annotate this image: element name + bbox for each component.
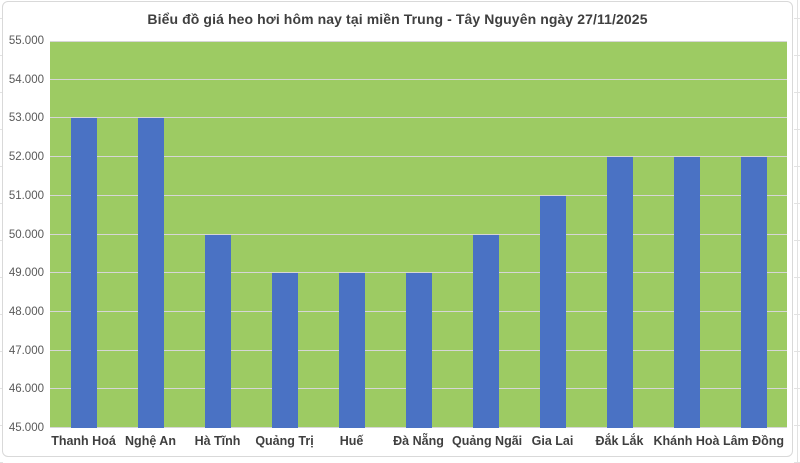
x-axis-label: Nghệ An	[125, 434, 176, 448]
bar-4	[271, 273, 298, 428]
sheet-row-line	[0, 314, 3, 315]
x-axis-label: Khánh Hoà	[653, 434, 720, 448]
y-axis-label: 46.000	[8, 383, 44, 396]
sheet-column-gridline	[797, 0, 798, 463]
sheet-row-line	[0, 55, 3, 56]
x-axis-label: Thanh Hoá	[51, 434, 116, 448]
sheet-row-line	[794, 240, 800, 241]
bar-6	[405, 273, 432, 428]
x-axis-label: Đắk Lắk	[595, 434, 644, 448]
y-axis-label: 49.000	[8, 267, 44, 280]
x-axis-label: Hà Tĩnh	[194, 434, 241, 448]
gridline	[50, 156, 787, 158]
sheet-row-line	[0, 425, 3, 426]
sheet-row-line	[794, 129, 800, 130]
y-axis-label: 51.000	[8, 189, 44, 202]
y-axis-label: 45.000	[8, 422, 44, 434]
sheet-row-line	[0, 129, 3, 130]
sheet-row-line	[794, 351, 800, 352]
sheet-row-line	[794, 92, 800, 93]
x-axis-label: Lâm Đồng	[722, 434, 785, 448]
y-axis-label: 48.000	[8, 305, 44, 318]
bar-11	[740, 157, 767, 428]
sheet-row-line	[0, 240, 3, 241]
x-axis: Thanh Hoá Nghệ An Hà Tĩnh Quảng Trị Huế Đà Nẵ…	[50, 434, 787, 454]
sheet-row-line	[0, 277, 3, 278]
y-axis-label: 53.000	[8, 112, 44, 125]
sheet-row-line	[794, 388, 800, 389]
bar-3	[204, 234, 231, 428]
y-axis-label: 47.000	[8, 344, 44, 357]
sheet-row-line	[794, 314, 800, 315]
plot-area	[50, 41, 787, 428]
sheet-row-line	[0, 351, 3, 352]
x-axis-label: Huế	[339, 434, 364, 448]
x-axis-label: Gia Lai	[531, 434, 574, 448]
y-axis: 45.000 46.000 47.000 48.000 49.000 50.000 51.0…	[0, 35, 44, 434]
sheet-row-line	[794, 18, 800, 19]
gridline	[50, 117, 787, 119]
x-axis-label: Đà Nẵng	[393, 434, 444, 448]
sheet-row-line	[794, 166, 800, 167]
sheet-row-line	[0, 388, 3, 389]
sheet-row-line	[0, 18, 3, 19]
bar-9	[606, 157, 633, 428]
bar-1	[70, 118, 97, 428]
y-axis-label: 54.000	[8, 73, 44, 86]
y-axis-label: 52.000	[8, 151, 44, 164]
sheet-row-line	[0, 166, 3, 167]
bar-2	[137, 118, 164, 428]
gridline	[50, 272, 787, 274]
bar-10	[673, 157, 700, 428]
y-axis-label: 55.000	[8, 35, 44, 47]
gridline	[50, 41, 787, 42]
gridline	[50, 194, 787, 196]
sheet-row-line	[794, 277, 800, 278]
chart-title: Biểu đồ giá heo hơi hôm nay tại miền Tru…	[147, 11, 648, 27]
bar-8	[539, 195, 566, 428]
gridline	[50, 78, 787, 80]
bar-7	[472, 234, 499, 428]
sheet-row-line	[0, 203, 3, 204]
x-axis-label: Quảng Trị	[255, 434, 314, 448]
sheet-row-line	[794, 425, 800, 426]
y-axis-label: 50.000	[8, 228, 44, 241]
sheet-row-line	[794, 203, 800, 204]
x-axis-label: Quảng Ngãi	[452, 434, 523, 448]
bar-5	[338, 273, 365, 428]
gridline	[50, 233, 787, 235]
sheet-row-line	[794, 55, 800, 56]
sheet-row-line	[0, 92, 3, 93]
